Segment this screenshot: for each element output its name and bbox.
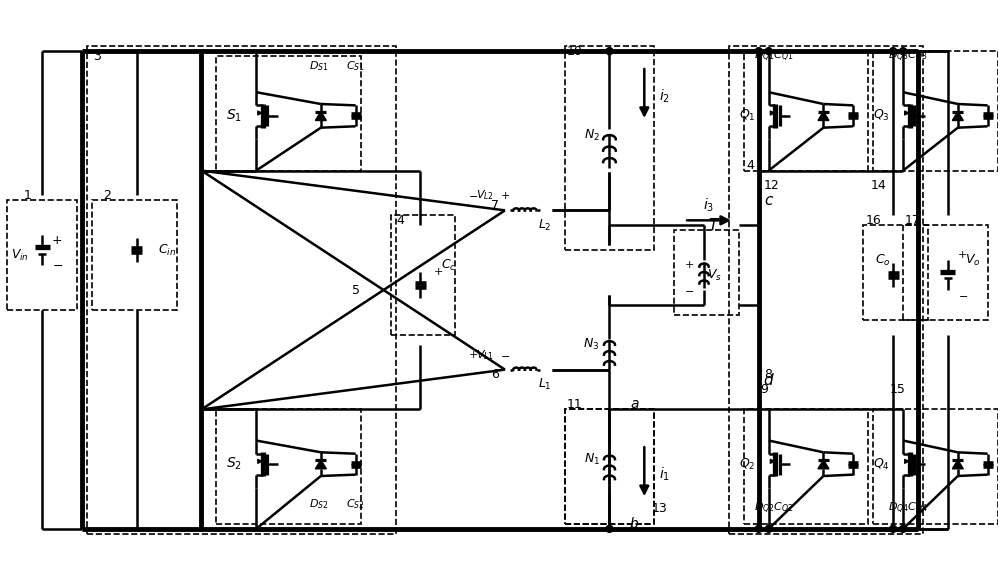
Bar bbox=[863, 225, 928, 320]
Polygon shape bbox=[952, 460, 963, 469]
Bar bbox=[873, 51, 998, 171]
Text: $-$: $-$ bbox=[52, 259, 63, 271]
Text: $-$: $-$ bbox=[958, 290, 968, 300]
Text: $V_{in}$: $V_{in}$ bbox=[11, 248, 29, 263]
Text: $Q_2$: $Q_2$ bbox=[739, 456, 755, 472]
Text: $T$: $T$ bbox=[708, 218, 720, 233]
Text: 4: 4 bbox=[746, 159, 754, 172]
Text: 3: 3 bbox=[93, 50, 101, 63]
Text: $V_s$: $V_s$ bbox=[707, 267, 721, 282]
Text: 11: 11 bbox=[567, 398, 583, 411]
Text: $C_{S1}$: $C_{S1}$ bbox=[346, 59, 365, 73]
Text: $+$: $+$ bbox=[468, 349, 478, 360]
Text: $c$: $c$ bbox=[764, 193, 774, 208]
Text: +: + bbox=[52, 234, 62, 246]
Text: $i_2$: $i_2$ bbox=[659, 87, 670, 104]
Text: 9: 9 bbox=[760, 383, 768, 396]
Text: $D_{Q3}C_{Q3}$: $D_{Q3}C_{Q3}$ bbox=[888, 49, 928, 64]
Text: $L_1$: $L_1$ bbox=[538, 377, 552, 392]
Bar bbox=[729, 46, 923, 534]
Text: $i_1$: $i_1$ bbox=[659, 465, 670, 483]
Text: +: + bbox=[958, 250, 967, 260]
Text: $C_c$: $C_c$ bbox=[441, 258, 456, 273]
Bar bbox=[565, 409, 654, 524]
Text: $D_{S1}$: $D_{S1}$ bbox=[309, 59, 329, 73]
Text: $V_o$: $V_o$ bbox=[965, 253, 980, 268]
Text: 1: 1 bbox=[23, 189, 31, 202]
Text: $D_{S2}$: $D_{S2}$ bbox=[309, 497, 329, 511]
Circle shape bbox=[765, 525, 772, 532]
Bar bbox=[903, 225, 988, 320]
Text: $b$: $b$ bbox=[629, 516, 639, 531]
Text: $i_3$: $i_3$ bbox=[703, 197, 715, 214]
Bar bbox=[744, 51, 868, 171]
Text: 14: 14 bbox=[870, 179, 886, 192]
Text: 4: 4 bbox=[397, 214, 404, 227]
Bar bbox=[87, 46, 396, 534]
Text: $-$: $-$ bbox=[684, 285, 694, 295]
Text: $C_{in}$: $C_{in}$ bbox=[158, 242, 176, 258]
Text: $C_{S2}$: $C_{S2}$ bbox=[346, 497, 365, 511]
Text: $N_2$: $N_2$ bbox=[584, 128, 600, 143]
Text: 13: 13 bbox=[651, 502, 667, 516]
Text: 16: 16 bbox=[865, 214, 881, 227]
Bar bbox=[7, 201, 77, 310]
Text: $N_3$: $N_3$ bbox=[583, 337, 600, 352]
Bar bbox=[565, 409, 654, 524]
Text: $a$: $a$ bbox=[630, 397, 639, 411]
Text: +: + bbox=[684, 260, 694, 270]
Circle shape bbox=[890, 525, 897, 532]
Bar bbox=[674, 230, 739, 315]
Polygon shape bbox=[315, 460, 326, 469]
Text: $+$: $+$ bbox=[500, 190, 510, 201]
Text: 8: 8 bbox=[764, 368, 772, 381]
Text: 17: 17 bbox=[905, 214, 921, 227]
Text: $C_o$: $C_o$ bbox=[875, 253, 891, 268]
Text: $D_{Q1}C_{Q1}$: $D_{Q1}C_{Q1}$ bbox=[754, 49, 794, 64]
Bar bbox=[744, 409, 868, 524]
Text: $S_2$: $S_2$ bbox=[226, 456, 242, 472]
Polygon shape bbox=[952, 111, 963, 121]
Bar bbox=[216, 409, 361, 524]
Text: $D_{Q4}C_{Q4}$: $D_{Q4}C_{Q4}$ bbox=[888, 501, 928, 517]
Bar bbox=[216, 56, 361, 171]
Polygon shape bbox=[818, 460, 829, 469]
Text: $S_1$: $S_1$ bbox=[226, 108, 242, 124]
Polygon shape bbox=[315, 111, 326, 121]
Text: $L_2$: $L_2$ bbox=[538, 218, 552, 233]
Bar bbox=[391, 215, 455, 335]
Text: 12: 12 bbox=[764, 179, 779, 192]
Text: $N_1$: $N_1$ bbox=[584, 452, 600, 467]
Text: $d$: $d$ bbox=[763, 372, 775, 387]
Text: 6: 6 bbox=[491, 368, 499, 381]
Text: 10: 10 bbox=[567, 45, 583, 57]
Text: 5: 5 bbox=[352, 284, 360, 296]
Text: 2: 2 bbox=[103, 189, 111, 202]
Text: $Q_1$: $Q_1$ bbox=[739, 108, 755, 124]
Text: $-$: $-$ bbox=[468, 190, 478, 201]
Circle shape bbox=[900, 48, 907, 55]
Circle shape bbox=[765, 48, 772, 55]
Text: $-$: $-$ bbox=[500, 350, 510, 360]
Circle shape bbox=[606, 525, 613, 532]
Bar bbox=[565, 46, 654, 250]
Polygon shape bbox=[818, 111, 829, 121]
Bar bbox=[92, 201, 177, 310]
Circle shape bbox=[755, 525, 762, 532]
Text: +: + bbox=[434, 267, 443, 277]
Text: $V_{L1}$: $V_{L1}$ bbox=[476, 348, 494, 361]
Text: 15: 15 bbox=[890, 383, 906, 396]
Text: $Q_3$: $Q_3$ bbox=[873, 108, 890, 124]
Circle shape bbox=[890, 48, 897, 55]
Text: $D_{Q2}C_{Q2}$: $D_{Q2}C_{Q2}$ bbox=[754, 501, 794, 517]
Circle shape bbox=[606, 48, 613, 55]
Text: $Q_4$: $Q_4$ bbox=[873, 456, 890, 472]
Text: $V_{L2}$: $V_{L2}$ bbox=[476, 188, 494, 202]
Circle shape bbox=[755, 48, 762, 55]
Bar bbox=[873, 409, 998, 524]
Text: 7: 7 bbox=[491, 199, 499, 212]
Circle shape bbox=[900, 525, 907, 532]
